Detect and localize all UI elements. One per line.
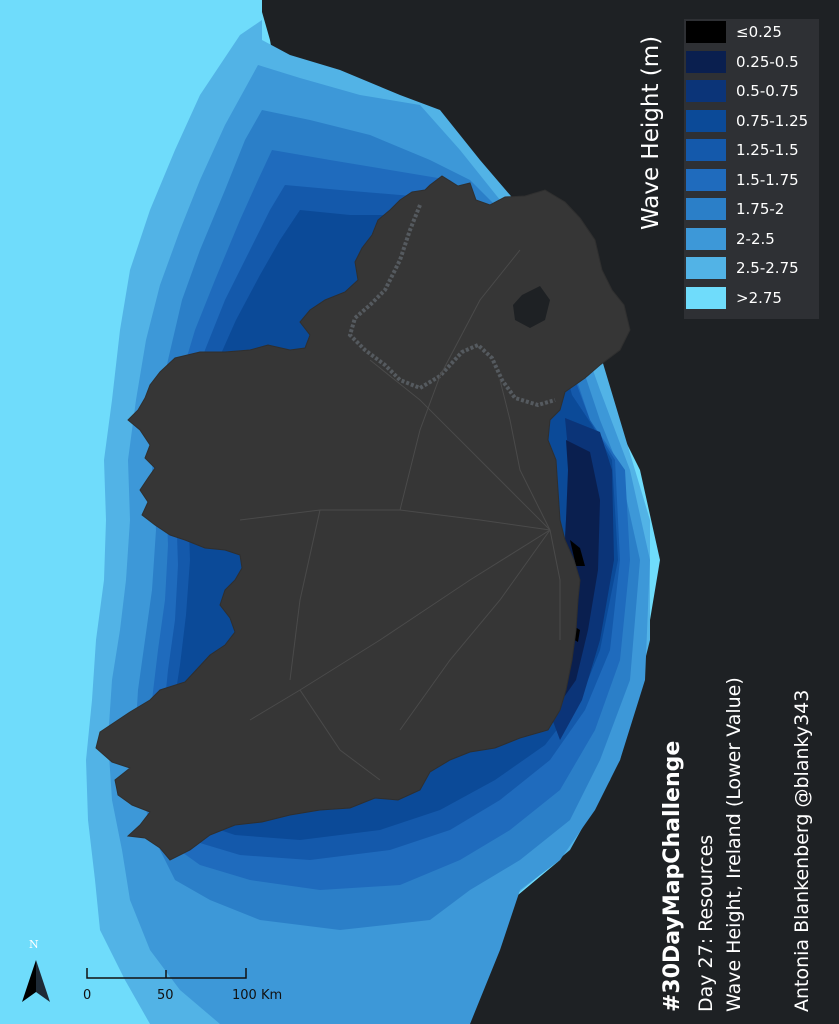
legend-label: >2.75 [736, 288, 782, 307]
legend-swatch [686, 168, 726, 191]
map-subtitle: Wave Height, Ireland (Lower Value) [723, 677, 745, 1012]
legend-swatch [686, 198, 726, 220]
legend-swatch [686, 139, 726, 161]
lough-neagh [513, 286, 550, 328]
legend-swatch [686, 227, 726, 250]
legend-item: 1.75-2 [686, 197, 784, 221]
legend-swatch [686, 80, 726, 102]
legend-label: 0.75-1.25 [736, 111, 809, 130]
legend-item: 0.75-1.25 [686, 109, 808, 133]
author-credit: Antonia Blankenberg @blanky343 [791, 689, 813, 1012]
north-arrow-icon [22, 960, 50, 1002]
hashtag-title: #30DayMapChallenge [660, 740, 685, 1012]
legend-label: 0.25-0.5 [736, 52, 799, 71]
legend-label: 2-2.5 [736, 229, 775, 248]
ireland-landmass [95, 175, 631, 861]
scale-tick-100: 100 Km [232, 988, 283, 1003]
legend-item: ≤0.25 [686, 20, 782, 44]
scale-bar [86, 968, 247, 979]
legend-swatch [686, 286, 726, 309]
legend-swatch [686, 50, 726, 73]
border-line [347, 204, 556, 408]
legend-item: 2-2.5 [686, 227, 775, 251]
legend-swatch [686, 109, 726, 132]
legend-item: 0.5-0.75 [686, 79, 799, 103]
legend-label: ≤0.25 [736, 23, 782, 41]
legend-item: 2.5-2.75 [686, 256, 799, 280]
legend-item: 1.5-1.75 [686, 168, 799, 192]
legend-title: Wave Height (m) [638, 35, 664, 230]
legend-label: 1.5-1.75 [736, 170, 799, 189]
day-label: Day 27: Resources [695, 834, 717, 1012]
legend-item: 0.25-0.5 [686, 50, 799, 74]
legend-item: >2.75 [686, 286, 782, 310]
legend-label: 1.75-2 [736, 200, 785, 218]
legend-label: 0.5-0.75 [736, 82, 799, 100]
legend-label: 2.5-2.75 [736, 259, 799, 277]
legend-swatch [686, 21, 726, 43]
legend-label: 1.25-1.5 [736, 141, 799, 159]
legend-swatch [686, 257, 726, 279]
north-label: N [29, 938, 39, 951]
road-network [239, 249, 561, 781]
legend-item: 1.25-1.5 [686, 138, 799, 162]
scale-tick-50: 50 [157, 988, 174, 1003]
scale-tick-0: 0 [83, 988, 92, 1003]
